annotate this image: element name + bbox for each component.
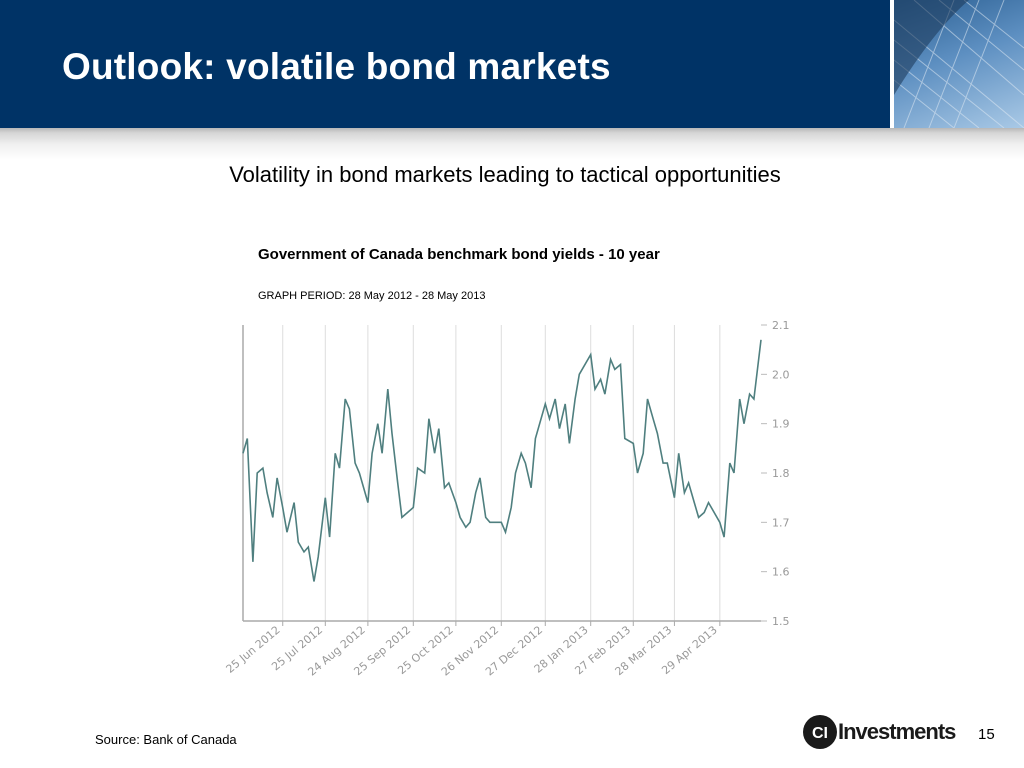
source-note: Source: Bank of Canada	[95, 732, 237, 747]
y-tick-label: 1.9	[772, 418, 790, 431]
y-tick-label: 2.0	[772, 368, 790, 381]
y-tick-label: 1.6	[772, 566, 790, 579]
y-tick-label: 1.8	[772, 467, 790, 480]
banner-divider	[890, 0, 894, 128]
title-banner: Outlook: volatile bond markets	[0, 0, 890, 128]
x-gridlines	[282, 325, 721, 621]
y-tick-label: 1.7	[772, 516, 790, 529]
yield-series-line	[242, 339, 762, 582]
ci-logo-icon: CI	[803, 715, 837, 749]
building-photo	[894, 0, 1024, 128]
slide-title: Outlook: volatile bond markets	[62, 46, 611, 87]
logo-text: Investments	[838, 719, 956, 744]
header-shadow-rule	[0, 128, 1024, 160]
y-axis: 1.5 1.6 1.7 1.8 1.9 2.0 2.1	[761, 319, 790, 628]
building-graphic	[894, 0, 1024, 128]
y-tick-label: 1.5	[772, 615, 790, 628]
graph-period: GRAPH PERIOD: 28 May 2012 - 28 May 2013	[258, 290, 486, 302]
y-tick-label: 2.1	[772, 319, 790, 332]
slide-subtitle: Volatility in bond markets leading to ta…	[229, 162, 781, 187]
page-number: 15	[978, 726, 995, 743]
chart-title: Government of Canada benchmark bond yiel…	[258, 246, 660, 263]
logo-mark: CI	[812, 725, 828, 742]
